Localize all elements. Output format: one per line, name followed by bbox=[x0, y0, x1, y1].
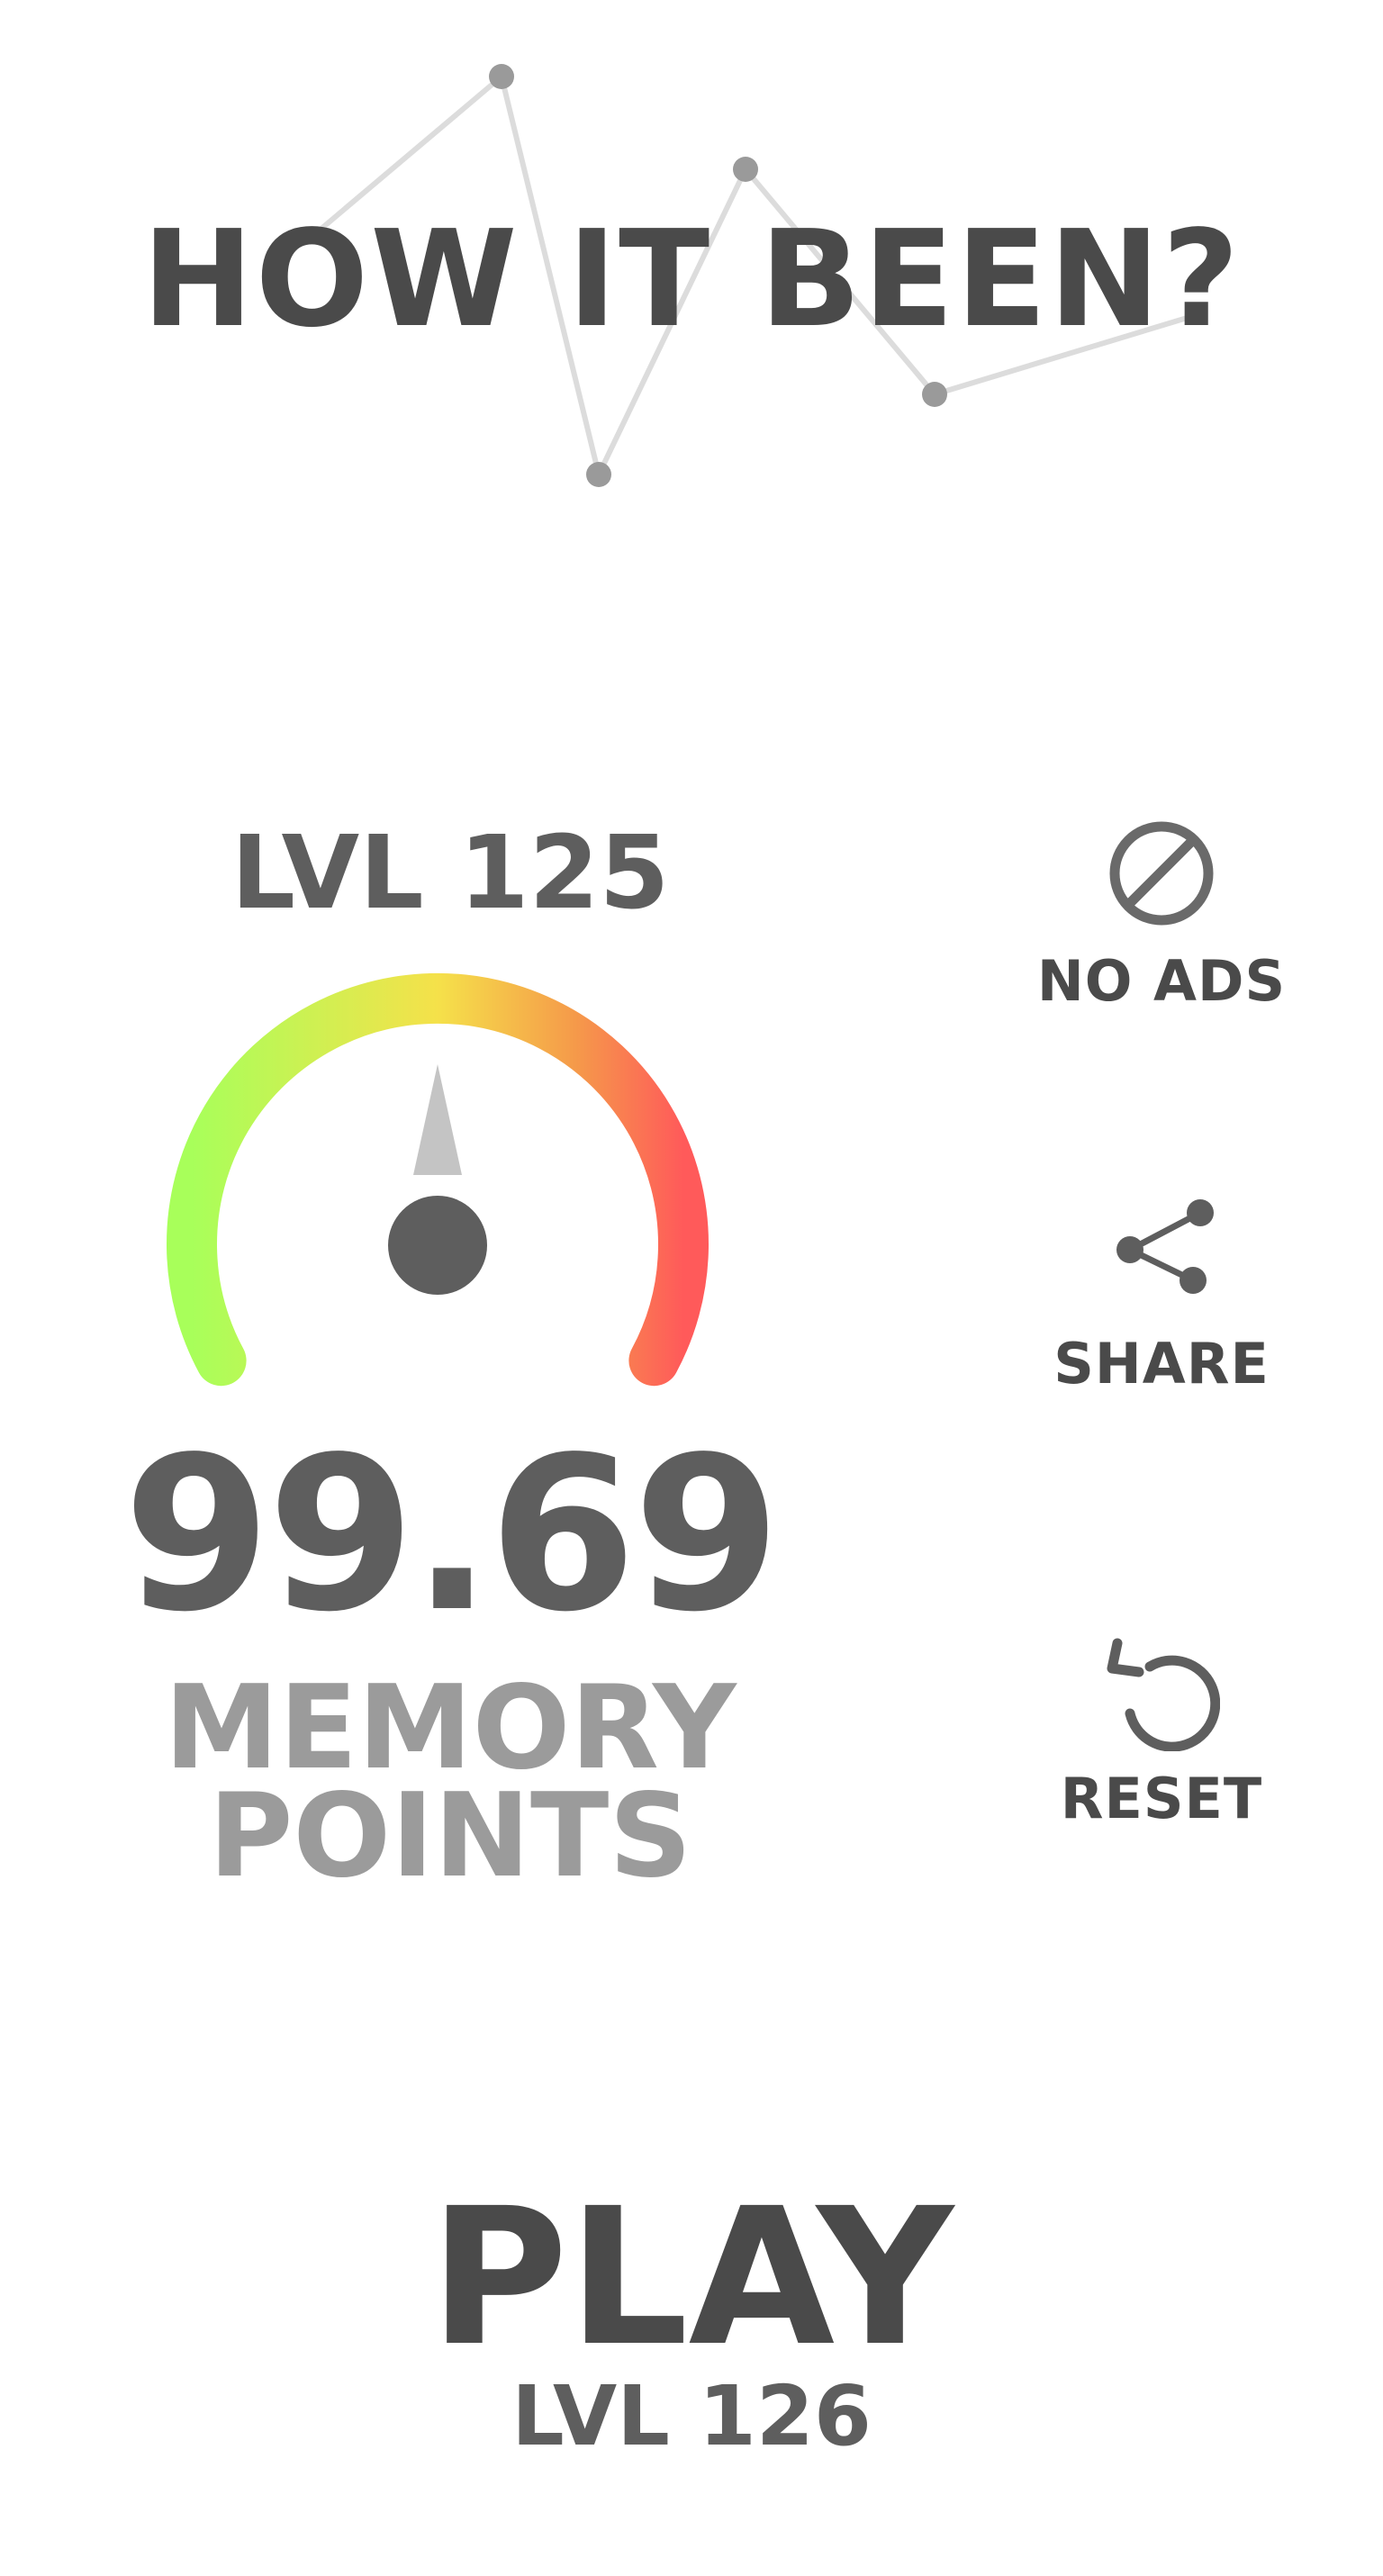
current-level: LVL 125 bbox=[230, 815, 670, 932]
score-value: 99.69 bbox=[122, 1411, 782, 1659]
no-ads-icon bbox=[1109, 821, 1214, 926]
share-icon bbox=[1116, 1199, 1214, 1294]
reset-button[interactable]: RESET bbox=[990, 1634, 1333, 1830]
graph-dot bbox=[586, 462, 611, 487]
share-label: SHARE bbox=[1053, 1331, 1270, 1396]
play-label: PLAY bbox=[429, 2167, 954, 2388]
no-ads-button[interactable]: NO ADS bbox=[990, 815, 1333, 1013]
gauge-needle bbox=[413, 1064, 462, 1175]
reset-icon bbox=[1107, 1638, 1220, 1751]
no-ads-label: NO ADS bbox=[1036, 948, 1287, 1014]
gauge-needle-hub bbox=[388, 1196, 487, 1295]
score-label-line1: MEMORY bbox=[164, 1661, 737, 1795]
memory-gauge bbox=[167, 972, 709, 1387]
reset-label: RESET bbox=[1060, 1766, 1263, 1831]
score-label-line2: POINTS bbox=[208, 1769, 692, 1903]
play-button[interactable]: PLAY LVL 126 bbox=[331, 2179, 1052, 2462]
next-level-label: LVL 126 bbox=[511, 2368, 872, 2464]
page-title: HOW IT BEEN? bbox=[141, 202, 1242, 357]
graph-dot bbox=[733, 157, 758, 182]
gauge-arc bbox=[167, 972, 709, 1387]
title-line-graph bbox=[309, 64, 1194, 487]
graph-dot bbox=[922, 382, 947, 407]
graph-line bbox=[309, 71, 1194, 483]
share-button[interactable]: SHARE bbox=[990, 1198, 1333, 1396]
graph-dot bbox=[489, 64, 514, 89]
